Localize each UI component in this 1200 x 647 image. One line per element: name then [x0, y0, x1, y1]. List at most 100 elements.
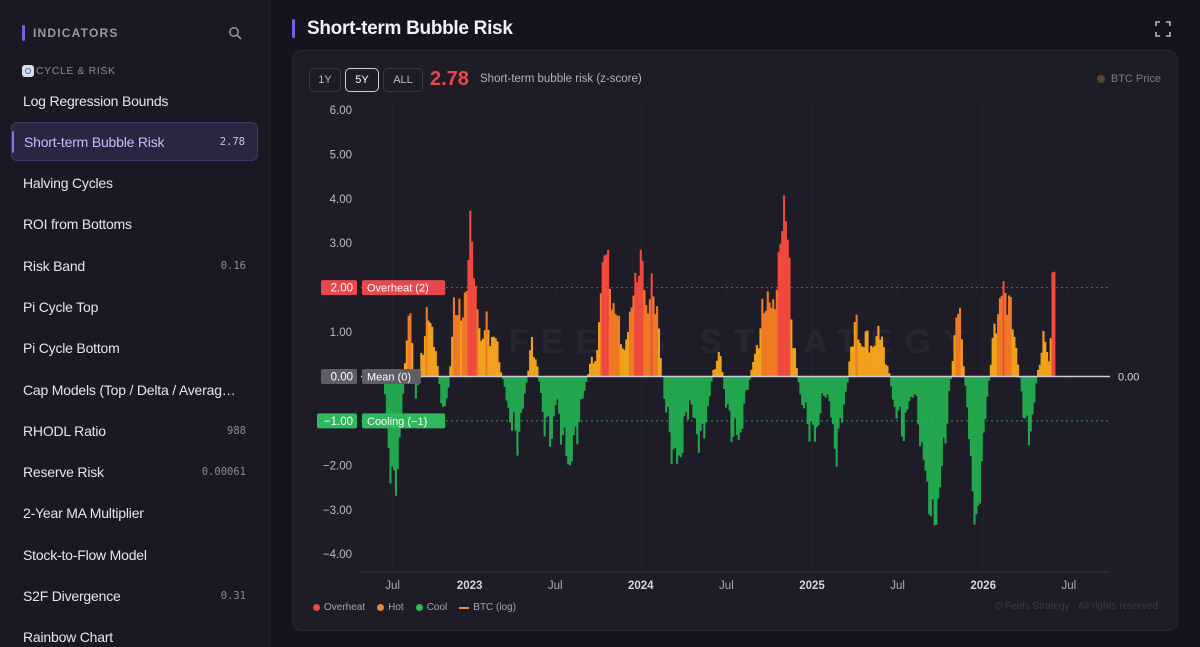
sidebar-item[interactable]: Rainbow Chart [11, 618, 258, 647]
risk-bar [748, 376, 751, 380]
sidebar-item[interactable]: Pi Cycle Top [11, 287, 258, 326]
risk-bar [494, 338, 497, 377]
risk-bar [902, 376, 905, 442]
sidebar-item[interactable]: ROI from Bottoms [11, 205, 258, 244]
risk-bar [1004, 292, 1007, 377]
risk-bar [549, 376, 552, 447]
risk-bar [757, 348, 760, 377]
risk-bar [683, 376, 686, 417]
threshold-tick-bg [321, 368, 357, 384]
search-icon[interactable] [228, 26, 242, 40]
risk-bar [982, 376, 985, 433]
sidebar-item[interactable]: Halving Cycles [11, 164, 258, 203]
sidebar-item[interactable]: Log Regression Bounds [11, 81, 258, 120]
sidebar-title: INDICATORS [33, 26, 119, 40]
risk-bar [1024, 376, 1027, 419]
risk-bar [465, 290, 468, 377]
risk-bar [955, 317, 958, 377]
fullscreen-icon[interactable] [1155, 21, 1171, 37]
range-5y-button[interactable]: 5Y [345, 68, 379, 92]
sidebar-item[interactable]: 2-Year MA Multiplier [11, 494, 258, 533]
sidebar-item-value: 0.31 [220, 590, 246, 603]
legend-item[interactable]: Overheat [313, 602, 365, 613]
sidebar-item[interactable]: Stock-to-Flow Model [11, 535, 258, 574]
risk-bar [592, 363, 595, 377]
sidebar-item-label: Cap Models (Top / Delta / Averag… [23, 381, 236, 398]
sidebar-item-label: Pi Cycle Bottom [23, 340, 120, 357]
risk-bar [648, 299, 651, 377]
risk-bar [933, 376, 936, 526]
risk-bar [659, 358, 662, 377]
btc-price-toggle[interactable]: BTC Price [1096, 73, 1161, 85]
risk-bar [411, 343, 414, 377]
risk-bar [385, 376, 388, 414]
risk-bar [1009, 296, 1012, 377]
risk-bar [833, 376, 836, 449]
y-tick-label: 3.00 [330, 238, 352, 250]
risk-bar [409, 313, 412, 377]
risk-bar [913, 376, 916, 395]
risk-bar [761, 298, 764, 377]
sidebar-item[interactable]: S2F Divergence 0.31 [11, 577, 258, 616]
risk-bar [507, 376, 510, 408]
risk-bar [565, 376, 568, 457]
range-1y-button[interactable]: 1Y [309, 68, 341, 92]
risk-bar [793, 348, 797, 377]
sidebar-item[interactable]: Short-term Bubble Risk 2.78 [11, 122, 258, 162]
risk-bar [837, 376, 840, 429]
risk-bar [951, 361, 954, 377]
risk-bar [670, 376, 673, 465]
risk-bar [561, 376, 564, 436]
risk-bar [960, 339, 963, 377]
legend-item[interactable]: BTC (log) [459, 602, 516, 613]
risk-bar [491, 337, 494, 377]
sidebar-item-label: Risk Band [23, 257, 86, 274]
risk-bar [1038, 364, 1041, 377]
risk-bar [469, 210, 472, 377]
sidebar-item[interactable]: Reserve Risk 0.00061 [11, 453, 258, 492]
legend-item[interactable]: Cool [415, 602, 447, 613]
sidebar-item[interactable]: Pi Cycle Bottom [11, 329, 258, 368]
risk-bar [478, 328, 481, 377]
risk-bar [554, 376, 557, 406]
risk-bar [674, 376, 677, 448]
risk-bar [496, 341, 499, 377]
risk-bar [1017, 364, 1020, 377]
risk-bar [695, 376, 699, 435]
risk-bar [539, 376, 543, 393]
legend-item[interactable]: Hot [377, 602, 404, 613]
risk-bar [821, 376, 824, 394]
risk-bar [998, 298, 1001, 377]
sidebar-item[interactable]: Cap Models (Top / Delta / Averag… [11, 370, 258, 409]
risk-bar [652, 296, 655, 377]
risk-bar [623, 349, 626, 377]
sidebar-item-label: Pi Cycle Top [23, 298, 99, 315]
risk-bar [1036, 369, 1040, 377]
threshold-badge [362, 368, 421, 384]
x-tick-label: 2023 [457, 580, 483, 592]
risk-bar [1049, 338, 1052, 377]
sidebar-item-label: Rainbow Chart [23, 629, 113, 646]
range-all-button[interactable]: ALL [383, 68, 423, 92]
copyright-text: © Feels Strategy · All rights reserved [995, 601, 1158, 612]
sidebar-item[interactable]: RHODL Ratio 988 [11, 411, 258, 450]
risk-bar [1011, 329, 1014, 377]
risk-bar [483, 330, 486, 377]
risk-bar [558, 376, 561, 414]
risk-bar [1000, 295, 1003, 377]
x-tick-label: Jul [1061, 580, 1076, 592]
threshold-badge [362, 280, 446, 296]
risk-bar [732, 376, 735, 437]
legend-label: BTC (log) [473, 602, 517, 613]
risk-bar [530, 336, 534, 377]
risk-bar [741, 376, 744, 429]
risk-bar [634, 272, 637, 377]
risk-bar [906, 376, 909, 410]
risk-bar [668, 376, 671, 433]
risk-bar [451, 336, 454, 377]
risk-bar [937, 376, 940, 499]
risk-bar [783, 195, 786, 377]
risk-bar [819, 376, 822, 414]
sidebar-item[interactable]: Risk Band 0.16 [11, 246, 258, 285]
risk-bar [781, 231, 784, 377]
